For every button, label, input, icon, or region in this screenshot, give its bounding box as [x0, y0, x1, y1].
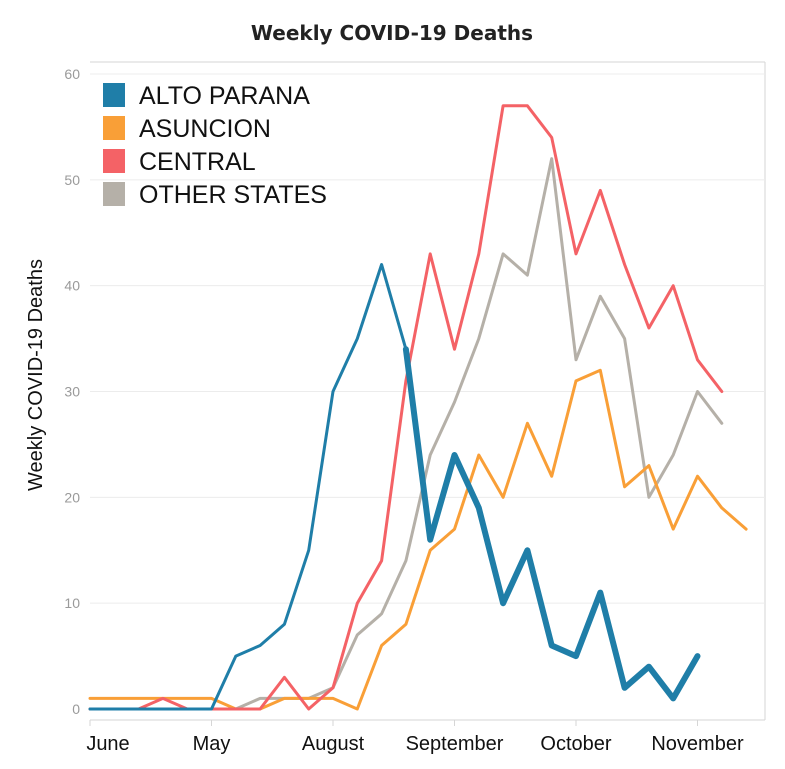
y-tick-label: 20 — [64, 489, 80, 505]
x-axis-ticks: June May August September October November — [86, 720, 744, 755]
y-axis-ticks: 0 10 20 30 40 50 60 — [64, 66, 80, 717]
x-tick-label: October — [540, 733, 611, 755]
y-tick-label: 60 — [64, 66, 80, 82]
y-tick-label: 0 — [72, 701, 80, 717]
legend-swatch — [103, 182, 125, 206]
y-tick-label: 50 — [64, 172, 80, 188]
x-tick-label: November — [651, 733, 744, 755]
y-tick-label: 30 — [64, 384, 80, 400]
y-axis-label: Weekly COVID-19 Deaths — [25, 259, 47, 491]
legend: ALTO PARANA ASUNCION CENTRAL OTHER STATES — [103, 82, 327, 209]
legend-label: CENTRAL — [139, 148, 256, 176]
legend-swatch — [103, 149, 125, 173]
x-tick-label: May — [193, 733, 231, 755]
legend-label: ALTO PARANA — [139, 82, 310, 110]
chart-title: Weekly COVID-19 Deaths — [251, 21, 533, 45]
series-line-alto-parana-emphasis — [402, 346, 701, 702]
y-tick-label: 40 — [64, 278, 80, 294]
legend-label: OTHER STATES — [139, 181, 327, 209]
x-tick-label: August — [302, 733, 365, 755]
legend-label: ASUNCION — [139, 115, 271, 143]
series-line-other-states — [88, 157, 724, 711]
x-tick-label: September — [406, 733, 504, 755]
series-line-asuncion — [88, 368, 748, 711]
x-tick-label: June — [86, 733, 129, 755]
series-lines — [88, 104, 748, 711]
series-line-alto-parana — [88, 263, 699, 711]
legend-swatch — [103, 116, 125, 140]
y-tick-label: 10 — [64, 595, 80, 611]
legend-swatch — [103, 83, 125, 107]
